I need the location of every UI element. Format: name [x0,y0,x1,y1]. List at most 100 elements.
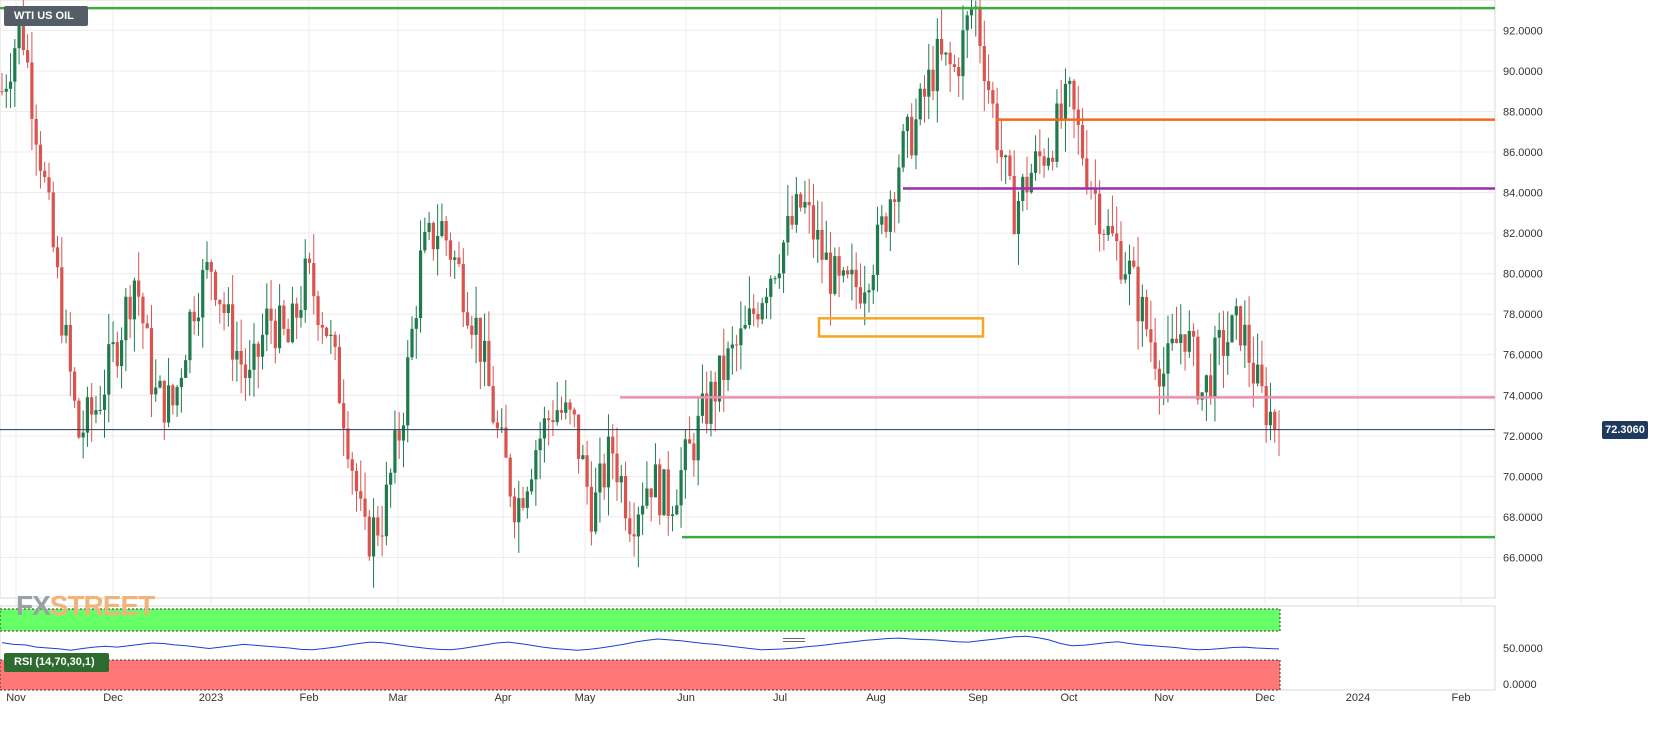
candle [1068,77,1072,107]
candle [0,73,4,96]
candle [564,379,568,420]
candle [495,410,500,438]
candle [1268,382,1273,441]
candle [235,321,239,382]
candle [696,396,700,486]
candle [1191,323,1196,367]
candle [880,204,884,235]
candle [867,283,871,313]
candle [1025,156,1029,210]
candle [922,75,927,123]
candle [431,221,435,261]
candle [649,488,653,522]
candle [1243,300,1247,369]
candle [324,326,329,338]
rsi-y-tick-label: 0.0000 [1503,679,1537,691]
candle [1093,159,1097,226]
candle [914,98,918,170]
x-tick-label: May [575,692,596,704]
candle [418,220,423,333]
candle [1149,300,1153,363]
candle [1008,149,1012,181]
candle [769,275,773,320]
candle [346,411,350,469]
candle [68,311,72,397]
candle [363,472,367,530]
candle [1234,298,1238,340]
candle [47,162,51,200]
candle [692,432,696,477]
candle [568,399,572,425]
x-tick-label: Nov [6,692,26,704]
candle [1102,229,1106,251]
candle [837,247,841,298]
candle [824,220,828,260]
candle [500,408,504,433]
candle [965,10,969,59]
candle [615,427,619,501]
candle [461,248,465,328]
candle [393,410,397,484]
candle [440,203,444,238]
candle [269,279,273,345]
candle [448,232,453,277]
candle [863,265,867,326]
y-tick-label: 72.0000 [1503,431,1543,443]
candle [1196,329,1200,405]
candle [1200,392,1204,411]
candle [1179,304,1183,365]
candle [239,319,243,394]
candle [1273,409,1277,443]
candle [948,41,952,93]
candle [384,461,388,546]
panel-resize-handle[interactable] [783,638,805,644]
candle [927,43,931,120]
y-tick-label: 92.0000 [1503,25,1543,37]
candle [841,267,845,283]
candle [158,375,162,389]
candle [820,201,824,284]
candle [320,311,324,345]
candle [957,57,961,97]
candle [354,463,359,512]
candle [897,154,901,224]
candle [410,316,414,361]
x-tick-label: Jul [773,692,787,704]
y-tick-label: 86.0000 [1503,147,1543,159]
candle [871,264,875,305]
candle [641,482,645,536]
candle [525,486,529,519]
candle [483,313,487,387]
candle [115,331,119,378]
candle [901,124,905,173]
candle [1145,289,1149,337]
candle [85,386,90,447]
candle [333,331,337,361]
candle [935,18,939,123]
candle [555,382,559,426]
candle [423,217,427,254]
candles [0,0,1281,588]
candle [688,416,692,444]
candle [717,355,722,412]
candle [632,502,636,557]
candle [316,290,320,341]
rsi-overbought-zone [0,608,1281,632]
candle [999,119,1003,181]
candle [991,81,995,118]
candle [453,250,457,279]
candle [457,241,461,268]
candle [786,185,790,256]
candle [734,334,739,372]
candle [781,239,786,293]
candle [1136,236,1140,350]
candle [26,34,30,69]
candle [662,468,666,516]
x-tick-label: Mar [389,692,408,704]
candle [231,275,235,382]
candle [248,340,252,396]
candle [969,0,974,29]
candle [1004,154,1008,185]
candle [303,239,307,323]
